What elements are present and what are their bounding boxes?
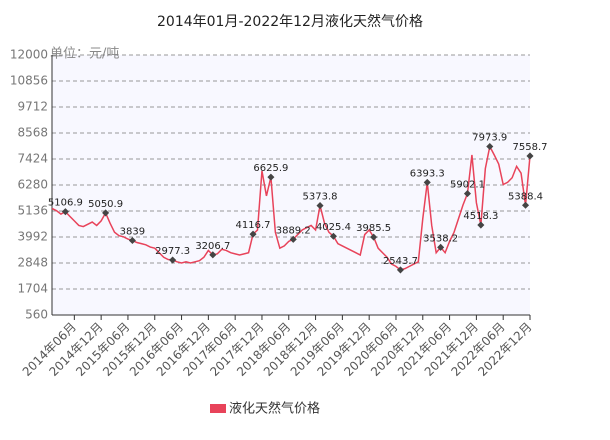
point-marker — [61, 208, 69, 216]
point-marker — [370, 233, 378, 241]
data-label: 6625.9 — [253, 163, 288, 174]
point-marker — [128, 236, 136, 245]
legend-label: 液化天然气价格 — [229, 401, 320, 417]
unit-label: 单位：元/吨 — [50, 47, 119, 62]
point-marker — [526, 152, 534, 160]
point-marker — [102, 209, 110, 217]
point-marker — [267, 173, 275, 181]
y-tick-label: 3992 — [17, 230, 48, 244]
data-label: 3985.5 — [356, 223, 391, 234]
data-label: 5373.8 — [303, 192, 338, 203]
data-label: 3206.7 — [195, 241, 230, 252]
point-marker — [486, 142, 494, 151]
point-marker — [289, 235, 297, 243]
point-marker — [463, 190, 471, 198]
data-label: 6393.3 — [410, 168, 445, 179]
y-tick-label: 2848 — [17, 256, 48, 270]
data-label: 3889.2 — [276, 225, 311, 236]
y-tick-label: 560 — [25, 308, 48, 322]
data-label: 5050.9 — [88, 199, 123, 210]
legend-swatch — [210, 404, 226, 413]
y-tick-label: 5136 — [17, 204, 48, 218]
chart-title: 2014年01月-2022年12月液化天然气价格 — [157, 13, 423, 30]
point-marker — [477, 221, 485, 229]
data-label: 4116.7 — [236, 220, 271, 231]
data-label: 2543.7 — [383, 256, 418, 267]
data-label: 5106.9 — [48, 198, 83, 209]
point-marker — [521, 201, 530, 209]
y-tick-label: 1704 — [17, 282, 48, 296]
y-tick-label: 12000 — [10, 48, 48, 62]
data-label: 5388.4 — [508, 191, 543, 202]
y-tick-label: 6280 — [17, 178, 48, 192]
data-label: 4025.4 — [316, 222, 351, 233]
data-label: 5902.1 — [450, 180, 485, 191]
y-tick-label: 8568 — [17, 126, 48, 140]
y-tick-label: 10856 — [10, 74, 48, 88]
point-marker — [437, 243, 445, 251]
data-label: 4518.3 — [463, 211, 498, 222]
data-label: 7973.9 — [472, 133, 507, 144]
point-marker — [396, 266, 404, 274]
data-label: 3538.2 — [423, 233, 458, 244]
point-marker — [423, 178, 431, 186]
y-tick-label: 9712 — [17, 100, 48, 114]
data-label: 3839 — [120, 226, 145, 237]
data-label: 2977.3 — [155, 246, 190, 257]
point-marker — [249, 230, 257, 238]
data-label: 7558.7 — [513, 142, 548, 153]
point-marker — [329, 232, 337, 240]
point-marker — [169, 256, 177, 264]
y-tick-label: 7424 — [17, 152, 48, 166]
point-marker — [316, 202, 324, 210]
